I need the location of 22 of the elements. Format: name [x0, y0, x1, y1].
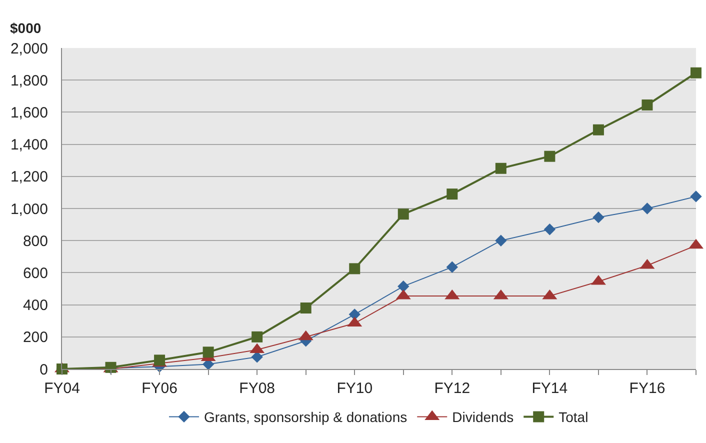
- y-tick-label: 400: [22, 297, 48, 314]
- y-tick-label: 200: [22, 329, 48, 346]
- y-axis-title: $000: [10, 20, 42, 36]
- x-tick-label: FY04: [44, 380, 80, 397]
- y-tick-label: 1,600: [10, 104, 48, 122]
- legend-label: Grants, sponsorship & donations: [204, 409, 408, 426]
- x-tick-label: FY12: [434, 380, 470, 397]
- legend-label: Total: [558, 409, 588, 426]
- x-tick-label: FY08: [239, 380, 276, 397]
- y-tick-label: 1,400: [10, 136, 48, 154]
- y-tick-label: 1,200: [10, 168, 48, 186]
- x-tick-label: FY14: [532, 380, 568, 397]
- x-tick-label: FY10: [336, 380, 373, 397]
- y-tick-label: 0: [40, 361, 48, 378]
- y-tick-label: 800: [22, 232, 48, 250]
- y-tick-label: 600: [22, 264, 48, 282]
- y-tick-label: 2,000: [10, 40, 48, 58]
- legend-label: Dividends: [452, 409, 514, 426]
- x-tick-label: FY16: [629, 380, 666, 397]
- y-tick-label: 1,800: [10, 72, 48, 90]
- y-tick-label: 1,000: [10, 200, 48, 218]
- x-tick-label: FY06: [142, 380, 178, 397]
